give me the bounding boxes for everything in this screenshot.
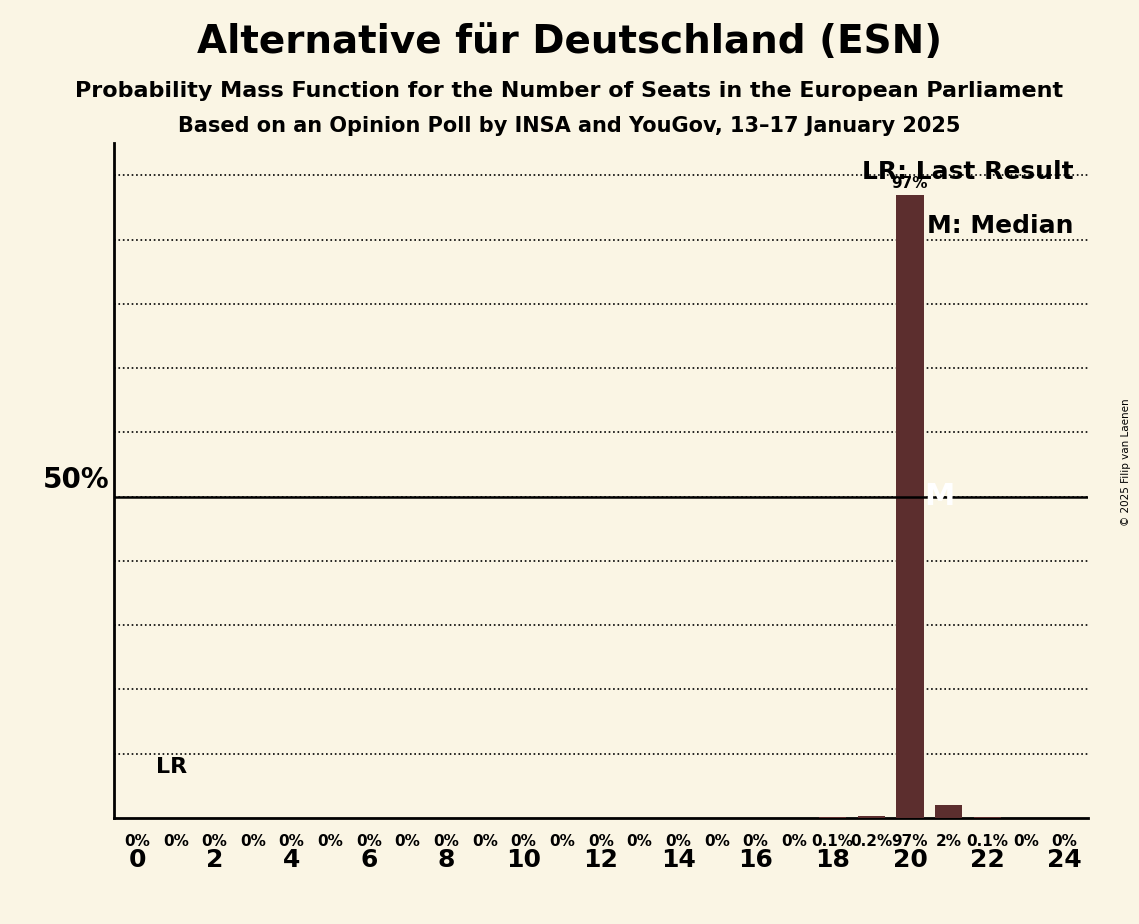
Text: 0%: 0%: [124, 834, 150, 849]
Text: LR: Last Result: LR: Last Result: [861, 160, 1073, 184]
Text: 0%: 0%: [357, 834, 382, 849]
Text: 0%: 0%: [704, 834, 730, 849]
Bar: [896, 195, 924, 818]
Text: Probability Mass Function for the Number of Seats in the European Parliament: Probability Mass Function for the Number…: [75, 81, 1064, 102]
Text: 0%: 0%: [626, 834, 653, 849]
Text: 0%: 0%: [202, 834, 228, 849]
Text: 0.1%: 0.1%: [966, 834, 1008, 849]
Text: 0%: 0%: [1051, 834, 1077, 849]
Text: 0%: 0%: [318, 834, 343, 849]
Text: 0%: 0%: [781, 834, 808, 849]
Text: 0%: 0%: [510, 834, 536, 849]
Bar: [935, 805, 962, 818]
Text: M: Median: M: Median: [927, 214, 1073, 238]
Text: Alternative für Deutschland (ESN): Alternative für Deutschland (ESN): [197, 23, 942, 61]
Text: 0%: 0%: [743, 834, 769, 849]
Text: LR: LR: [156, 757, 188, 777]
Text: 0%: 0%: [588, 834, 614, 849]
Text: 0%: 0%: [433, 834, 459, 849]
Text: Based on an Opinion Poll by INSA and YouGov, 13–17 January 2025: Based on an Opinion Poll by INSA and You…: [178, 116, 961, 136]
Text: 2%: 2%: [935, 834, 961, 849]
Text: 0%: 0%: [549, 834, 575, 849]
Text: © 2025 Filip van Laenen: © 2025 Filip van Laenen: [1121, 398, 1131, 526]
Text: 0%: 0%: [240, 834, 267, 849]
Text: M: M: [925, 482, 954, 511]
Text: 0%: 0%: [472, 834, 498, 849]
Text: 0%: 0%: [1013, 834, 1039, 849]
Text: 50%: 50%: [42, 467, 109, 494]
Text: 0.1%: 0.1%: [812, 834, 854, 849]
Text: 0%: 0%: [394, 834, 420, 849]
Text: 0.2%: 0.2%: [850, 834, 893, 849]
Text: 97%: 97%: [892, 176, 928, 191]
Bar: [858, 817, 885, 818]
Text: 97%: 97%: [892, 834, 928, 849]
Text: 0%: 0%: [665, 834, 691, 849]
Text: 0%: 0%: [279, 834, 304, 849]
Text: 0%: 0%: [163, 834, 189, 849]
